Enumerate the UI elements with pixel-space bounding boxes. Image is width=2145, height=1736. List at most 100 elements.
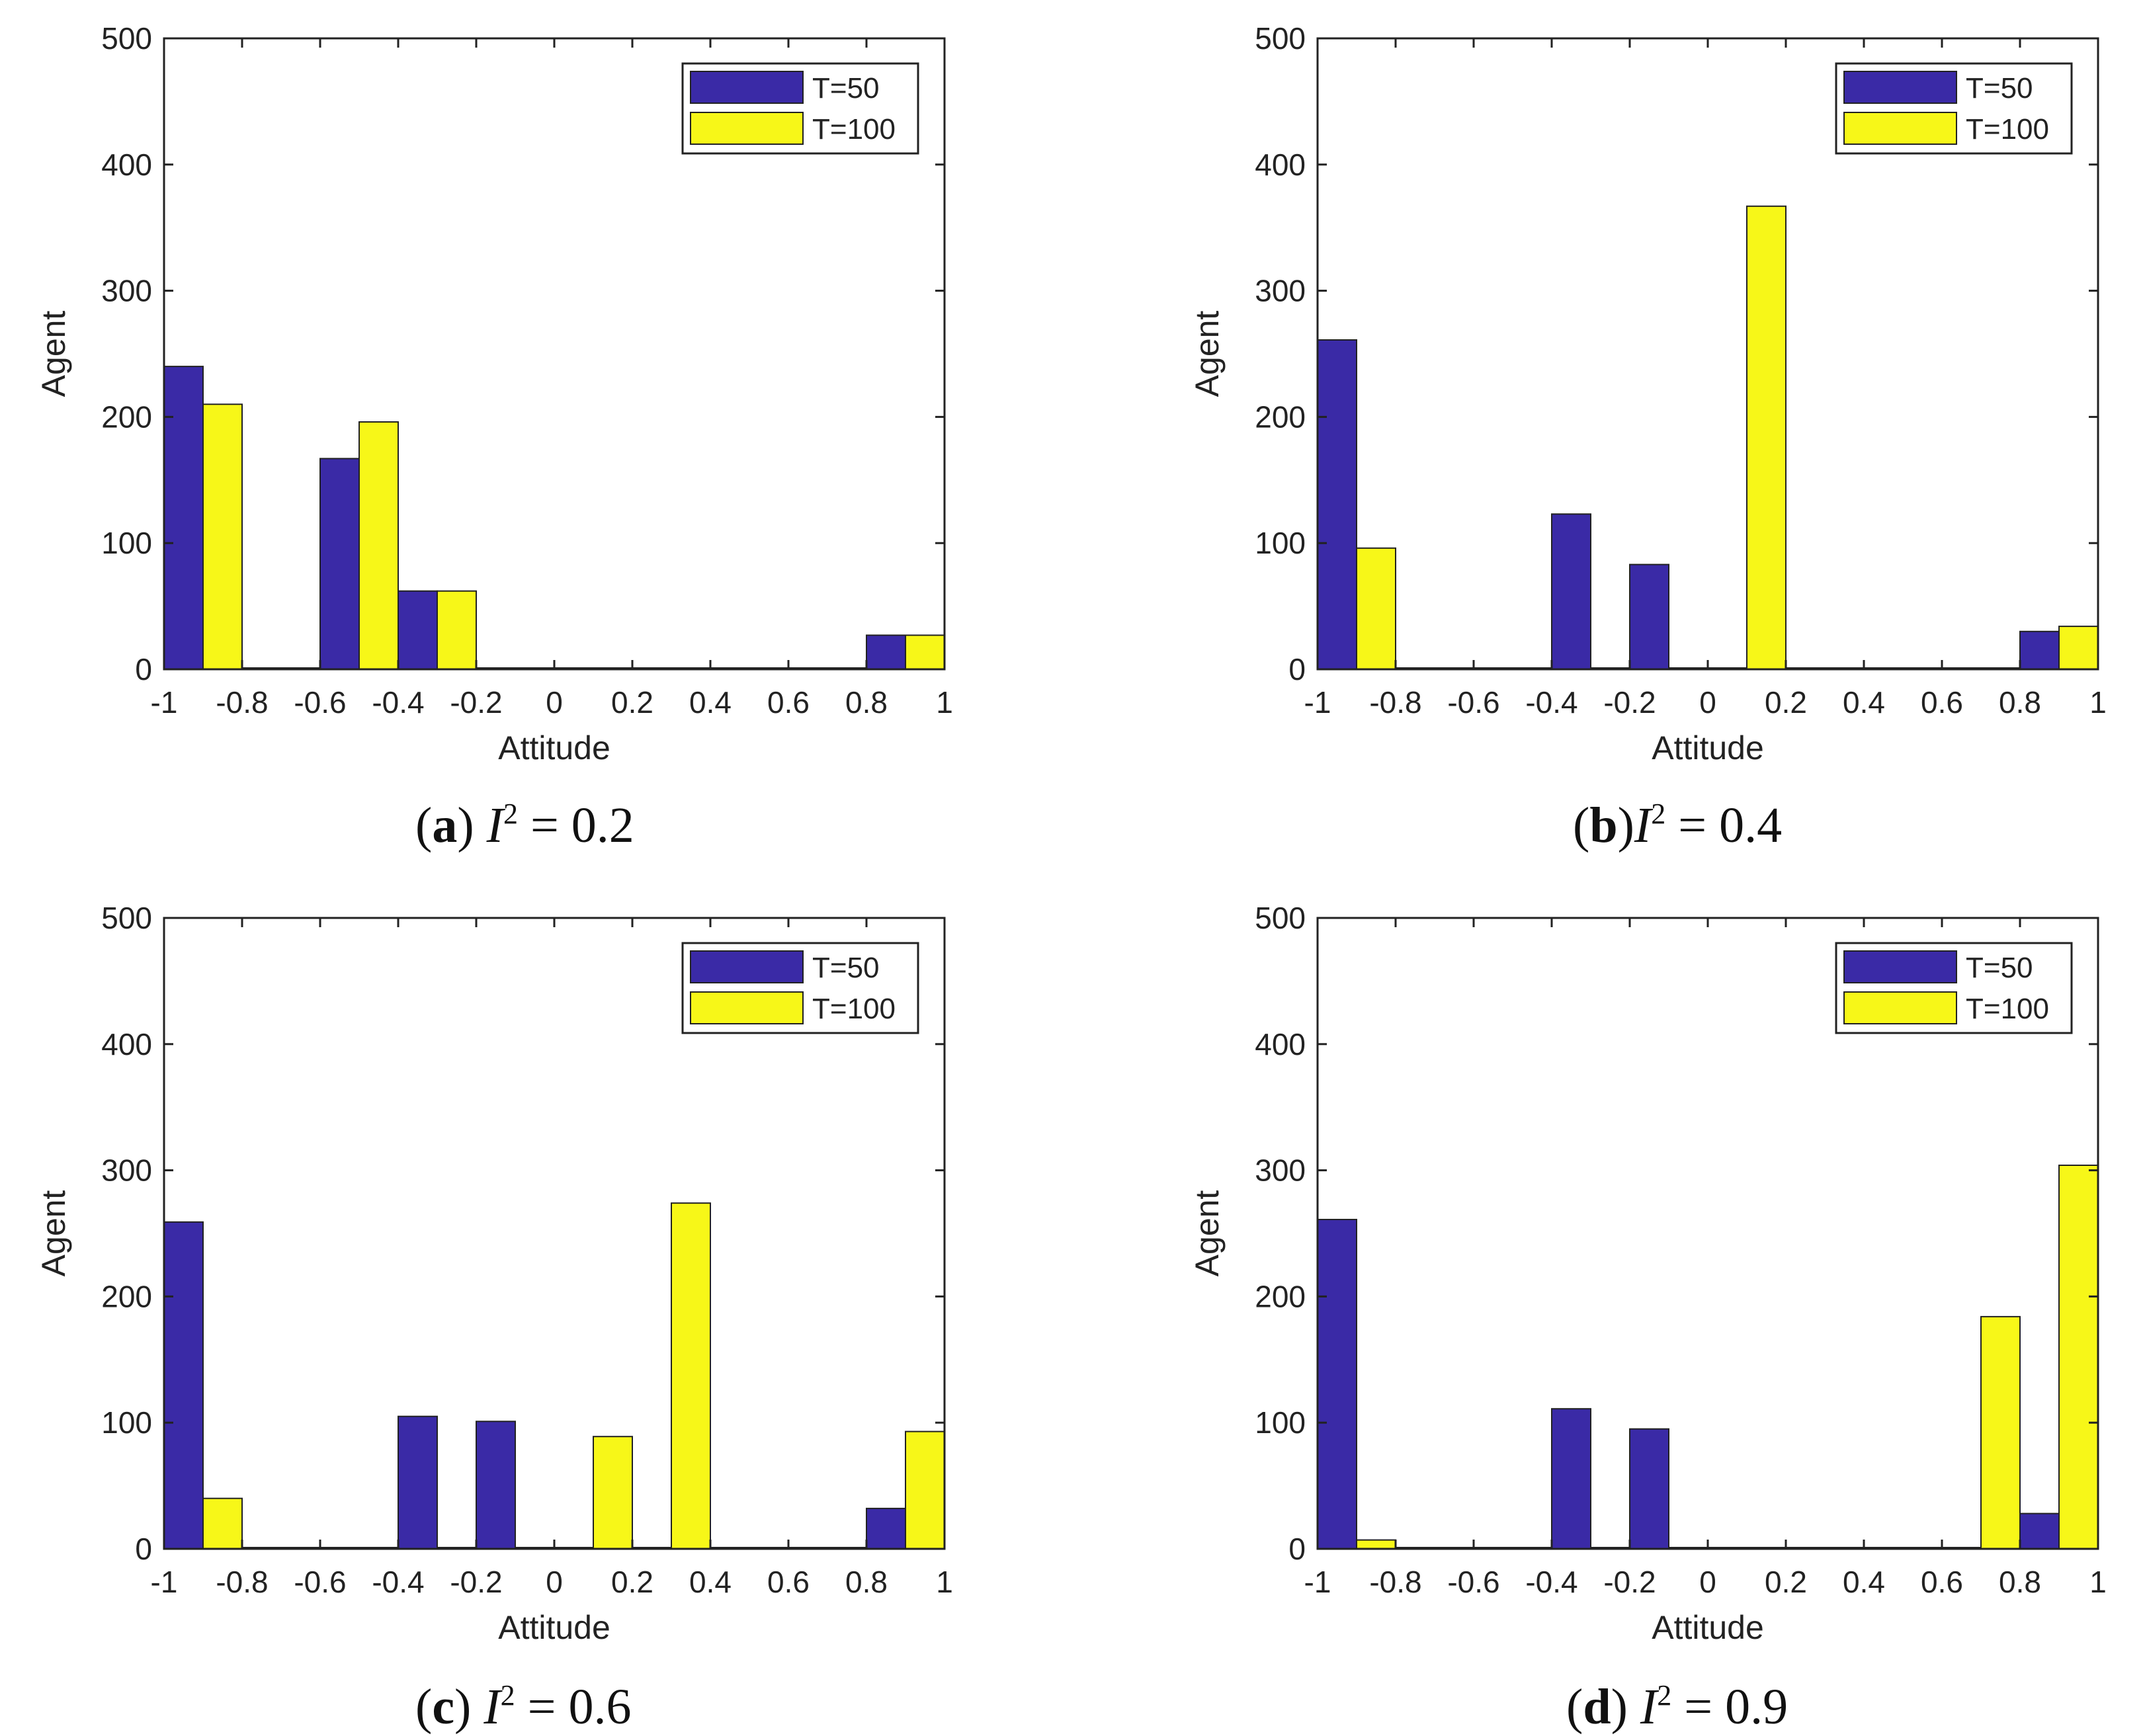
y-tick-label: 300 (101, 274, 152, 308)
y-tick-label: 0 (135, 1532, 152, 1566)
bar-t50-bin-3 (1551, 513, 1591, 670)
x-tick-label: -0.2 (450, 685, 502, 720)
y-tick-label: 400 (1255, 147, 1306, 182)
legend-label: T=50 (1966, 952, 2033, 984)
x-tick-label: -0.4 (1525, 1565, 1577, 1599)
bar-t50-bin-3 (398, 1415, 438, 1550)
y-axis-label: Agent (1189, 311, 1226, 397)
legend-swatch (1843, 991, 1957, 1024)
x-tick-label: 0.6 (767, 685, 810, 720)
bar-t50-bin-3 (398, 590, 438, 671)
x-tick-label: 0.2 (1765, 1565, 1807, 1599)
x-tick-label: -0.4 (1525, 685, 1577, 720)
x-tick-label: 0.8 (845, 685, 888, 720)
legend-label: T=50 (812, 952, 880, 984)
legend-swatch (1843, 112, 1957, 145)
bar-t100-bin-8 (1980, 1315, 2021, 1550)
x-tick-label: 0.8 (1999, 685, 2041, 720)
bar-t100-bin-2 (358, 421, 399, 670)
x-tick-label: -0.6 (1447, 1565, 1499, 1599)
y-tick-label: 0 (1288, 1532, 1306, 1566)
legend-swatch (690, 991, 804, 1024)
x-tick-label: -0.8 (1369, 685, 1421, 720)
bar-t50-bin-0 (163, 1221, 204, 1550)
y-tick-label: 100 (101, 526, 152, 560)
bar-t100-bin-5 (1746, 205, 1787, 670)
chart-panel-a: 0 100 200 300 400 500 -1 -0.8 -0.6 -0.4 -0.2 0 0.2 0.… (35, 21, 953, 766)
bar-t50-bin-3 (1551, 1408, 1591, 1550)
y-axis-label: Agent (1189, 1190, 1226, 1277)
x-axis-label: Attitude (498, 1609, 610, 1646)
y-tick-label: 100 (1255, 1405, 1306, 1440)
bar-t50-bin-0 (1317, 339, 1357, 670)
x-tick-label: 1 (2089, 1565, 2107, 1599)
y-tick-label: 0 (135, 652, 152, 686)
x-tick-label: 0.8 (1999, 1565, 2041, 1599)
y-tick-label: 300 (1255, 274, 1306, 308)
legend-swatch (690, 71, 804, 104)
chart-panel-b: 0 100 200 300 400 500 -1 -0.8 -0.6 -0.4 -0.2 0 0.2 0.… (1189, 21, 2107, 766)
legend-label: T=100 (812, 993, 896, 1025)
bar-t50-bin-0 (1317, 1219, 1357, 1550)
x-tick-label: 0.6 (1921, 1565, 1963, 1599)
y-tick-label: 100 (101, 1405, 152, 1440)
caption-letter: a (432, 798, 458, 853)
y-tick-label: 300 (101, 1153, 152, 1188)
y-axis-label: Agent (35, 311, 72, 397)
y-tick-label: 100 (1255, 526, 1306, 560)
legend-label: T=100 (812, 113, 896, 145)
x-tick-label: 1 (936, 685, 953, 720)
bar-t50-bin-2 (319, 458, 360, 671)
bar-t50-bin-4 (476, 1421, 516, 1550)
bar-t100-bin-0 (1356, 1539, 1396, 1550)
chart-panel-c: 0 100 200 300 400 500 -1 -0.8 -0.6 -0.4 -0.2 0 0.2 0.… (35, 901, 953, 1646)
y-tick-label: 400 (101, 1027, 152, 1061)
x-tick-label: 0.4 (1843, 685, 1885, 720)
caption-a: (a) I2 = 0.2 (415, 798, 634, 853)
x-tick-label: -0.6 (1447, 685, 1499, 720)
x-tick-label: 0.2 (611, 1565, 653, 1599)
caption-letter: c (432, 1679, 455, 1735)
bar-t50-bin-9 (866, 1507, 906, 1550)
legend-label: T=100 (1966, 113, 2049, 145)
x-tick-label: -1 (151, 1565, 178, 1599)
bar-t50-bin-9 (2019, 1512, 2060, 1550)
caption-c: (c) I2 = 0.6 (415, 1679, 632, 1735)
chart-panel-d: 0 100 200 300 400 500 -1 -0.8 -0.6 -0.4 -0.2 0 0.2 0.… (1189, 901, 2107, 1646)
y-tick-label: 200 (101, 1279, 152, 1313)
bar-t50-bin-9 (2019, 630, 2060, 670)
bar-t100-bin-0 (202, 1497, 243, 1550)
x-tick-label: -0.8 (1369, 1565, 1421, 1599)
x-tick-label: 0.6 (767, 1565, 810, 1599)
y-tick-label: 0 (1288, 652, 1306, 686)
caption-b: (b)I2 = 0.4 (1573, 798, 1783, 853)
y-tick-label: 400 (1255, 1027, 1306, 1061)
x-tick-label: 0 (1699, 685, 1716, 720)
x-tick-label: -0.2 (1603, 1565, 1656, 1599)
y-tick-label: 500 (101, 901, 152, 935)
x-tick-label: 0.4 (1843, 1565, 1885, 1599)
x-tick-label: -0.2 (1603, 685, 1656, 720)
x-tick-label: -1 (1304, 685, 1331, 720)
y-axis-label: Agent (35, 1190, 72, 1277)
y-tick-label: 200 (1255, 399, 1306, 434)
legend-swatch (1843, 950, 1957, 983)
caption-letter: d (1583, 1679, 1611, 1735)
x-axis-label: Attitude (498, 729, 610, 766)
x-tick-label: 0 (546, 685, 563, 720)
caption-letter: b (1589, 798, 1618, 853)
x-tick-label: 1 (2089, 685, 2107, 720)
x-tick-label: -0.8 (216, 1565, 268, 1599)
y-tick-label: 500 (101, 21, 152, 56)
caption-d: (d) I2 = 0.9 (1566, 1679, 1788, 1735)
legend-swatch (1843, 71, 1957, 104)
bar-t100-bin-9 (2058, 1165, 2099, 1550)
bar-t50-bin-9 (866, 634, 906, 670)
bar-t100-bin-0 (1356, 547, 1396, 670)
x-tick-label: 0.8 (845, 1565, 888, 1599)
bar-t50-bin-4 (1629, 1428, 1669, 1550)
x-axis-label: Attitude (1652, 1609, 1764, 1646)
bar-t50-bin-4 (1629, 563, 1669, 670)
x-tick-label: 0.4 (689, 1565, 732, 1599)
